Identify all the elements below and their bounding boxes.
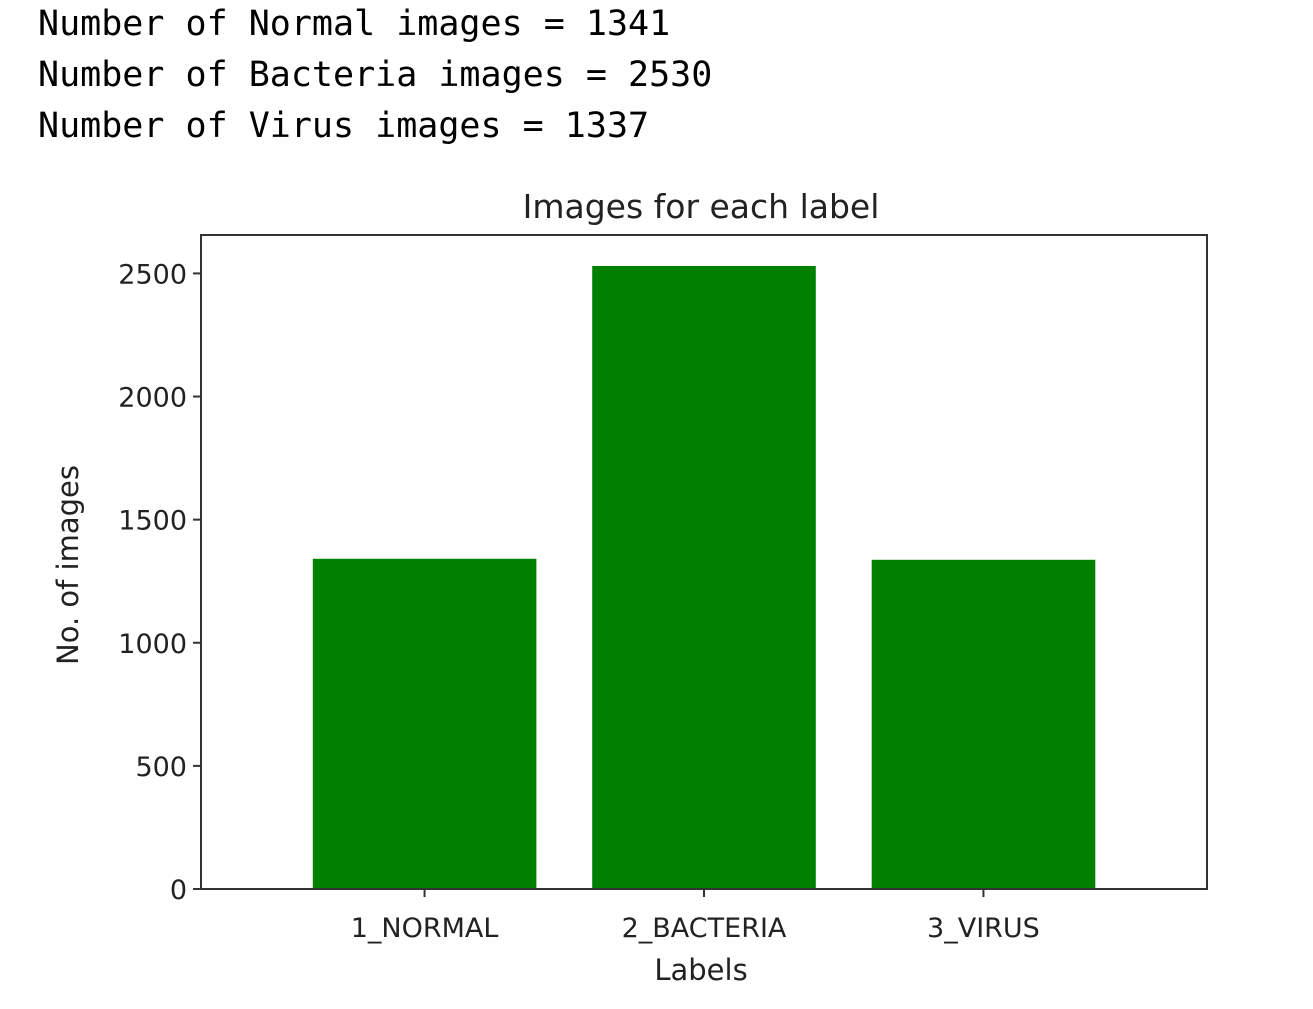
x-tick-label-2: 2_BACTERIA [622,913,787,944]
chart-title: Images for each label [523,187,880,226]
x-tick-label-3: 3_VIRUS [927,913,1040,944]
bar-3-virus [871,559,1096,889]
x-axis-label: Labels [654,953,747,987]
y-tick-label-2000: 2000 [118,383,187,414]
output-line-bacteria: Number of Bacteria images = 2530 [38,55,713,95]
bar-1-normal [312,558,537,889]
output-line-normal: Number of Normal images = 1341 [38,4,671,44]
y-tick-label-1500: 1500 [118,506,187,537]
y-axis-label: No. of images [51,465,85,665]
plot-area: 0 500 1000 1500 2000 2500 1_NORMAL 2_BACTERIA 3_… [118,234,1208,944]
cell-output: Number of Normal images = 1341 Number of… [38,4,712,157]
y-tick-label-2500: 2500 [118,259,187,290]
x-tick-label-1: 1_NORMAL [351,913,499,944]
y-tick-label-500: 500 [135,752,187,783]
output-line-virus: Number of Virus images = 1337 [38,106,650,146]
y-tick-label-0: 0 [170,875,187,906]
y-tick-label-1000: 1000 [118,629,187,660]
bar-2-bacteria [592,266,816,889]
